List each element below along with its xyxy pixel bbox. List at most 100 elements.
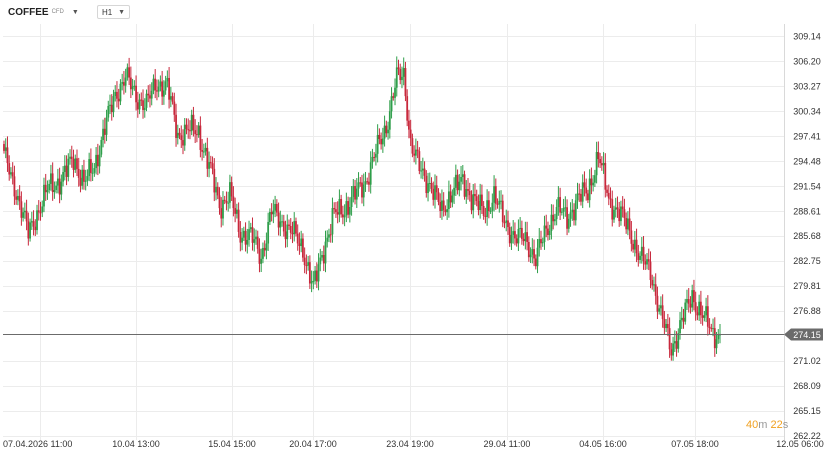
candle-body bbox=[263, 247, 266, 251]
candle-body bbox=[307, 262, 310, 266]
candle-body bbox=[77, 168, 80, 178]
candle-body bbox=[55, 185, 58, 190]
candle-body bbox=[10, 172, 12, 175]
candle-body bbox=[105, 117, 108, 135]
candle-body bbox=[138, 99, 141, 110]
candle-body bbox=[189, 130, 191, 132]
candle-body bbox=[517, 228, 520, 244]
x-tick-label: 10.04 13:00 bbox=[112, 439, 160, 449]
candle-body bbox=[324, 241, 327, 264]
y-tick-label: 309.14 bbox=[793, 31, 821, 41]
candle-body bbox=[590, 178, 593, 186]
candle-body bbox=[116, 91, 118, 99]
candle-body bbox=[206, 147, 209, 169]
candle-body bbox=[599, 159, 601, 164]
candle-body bbox=[270, 212, 273, 215]
candle-body bbox=[628, 218, 631, 231]
candle-body bbox=[239, 231, 242, 243]
candle-body bbox=[526, 232, 528, 243]
candle-body bbox=[421, 168, 424, 171]
candle-body bbox=[507, 220, 509, 228]
candle-body bbox=[496, 203, 499, 205]
candle-body bbox=[208, 162, 210, 169]
candle-body bbox=[43, 184, 45, 207]
candle-body bbox=[15, 196, 18, 200]
candle-body bbox=[51, 173, 54, 193]
candle-body bbox=[354, 185, 356, 200]
candle-body bbox=[41, 206, 44, 213]
candle-body bbox=[345, 201, 348, 216]
candle-body bbox=[366, 181, 369, 183]
x-tick-label: 04.05 16:00 bbox=[579, 439, 627, 449]
candle-body bbox=[322, 254, 325, 264]
symbol-selector[interactable]: COFFEE CFD ▼ bbox=[8, 5, 79, 19]
candle-body bbox=[616, 207, 619, 210]
candle-body bbox=[383, 125, 386, 139]
candle-body bbox=[79, 177, 82, 186]
x-tick-label: 07.04.2026 11:00 bbox=[3, 439, 72, 449]
candle-body bbox=[680, 317, 683, 321]
candle-body bbox=[574, 200, 577, 221]
candle-body bbox=[88, 159, 91, 177]
candle-body bbox=[397, 67, 400, 69]
candle-body bbox=[468, 190, 471, 196]
candle-body bbox=[262, 247, 264, 259]
candle-body bbox=[310, 281, 313, 284]
candle-body bbox=[17, 195, 19, 200]
candle-body bbox=[192, 114, 195, 131]
candle-body bbox=[255, 236, 257, 240]
candle-body bbox=[326, 237, 329, 242]
candle-body bbox=[453, 187, 456, 196]
candle-body bbox=[232, 196, 235, 209]
candle-body bbox=[249, 227, 252, 230]
candle-body bbox=[27, 221, 30, 239]
candle-body bbox=[103, 128, 106, 135]
candle-body bbox=[182, 140, 184, 146]
candle-body bbox=[388, 111, 391, 130]
candle-body bbox=[63, 165, 66, 173]
candle-body bbox=[169, 96, 172, 100]
candle-body bbox=[666, 323, 669, 329]
candle-body bbox=[418, 151, 421, 171]
candle-body bbox=[694, 302, 697, 313]
candle-body bbox=[658, 308, 661, 312]
y-tick-label: 300.34 bbox=[793, 106, 821, 116]
candle-body bbox=[343, 215, 346, 218]
time-axis: 07.04.2026 11:00 10.04 13:00 15.04 15:00 20… bbox=[3, 439, 824, 449]
candle-body bbox=[60, 181, 63, 195]
candle-body bbox=[644, 261, 647, 265]
candle-body bbox=[432, 188, 435, 200]
candle-body bbox=[272, 210, 275, 215]
candle-body bbox=[503, 222, 506, 224]
candle-body bbox=[621, 206, 624, 210]
candle-body bbox=[123, 82, 125, 86]
candle-body bbox=[508, 227, 511, 244]
candle-body bbox=[470, 195, 473, 211]
candle-body bbox=[706, 306, 709, 327]
candle-body bbox=[371, 156, 374, 163]
candle-body bbox=[102, 128, 104, 141]
candle-body bbox=[387, 129, 389, 134]
candle-body bbox=[241, 237, 243, 243]
timeframe-selector[interactable]: H1 ▼ bbox=[97, 5, 130, 19]
candle-body bbox=[11, 172, 14, 177]
candle-body bbox=[145, 93, 148, 108]
candle-body bbox=[656, 295, 659, 312]
candle-body bbox=[267, 221, 270, 244]
candle-body bbox=[552, 214, 555, 222]
candle-body bbox=[531, 249, 534, 255]
candle-body bbox=[194, 130, 197, 135]
candle-body bbox=[352, 185, 355, 197]
candle-body bbox=[710, 327, 713, 329]
candle-body bbox=[135, 85, 137, 103]
candle-body bbox=[253, 239, 256, 243]
candle-body bbox=[394, 87, 396, 98]
candle-body bbox=[333, 208, 336, 210]
candle-body bbox=[390, 96, 393, 112]
x-tick-label: 20.04 17:00 bbox=[289, 439, 337, 449]
candle-body bbox=[679, 320, 681, 334]
candle-body bbox=[96, 154, 99, 167]
candle-body bbox=[114, 91, 117, 97]
candle-body bbox=[234, 208, 237, 214]
